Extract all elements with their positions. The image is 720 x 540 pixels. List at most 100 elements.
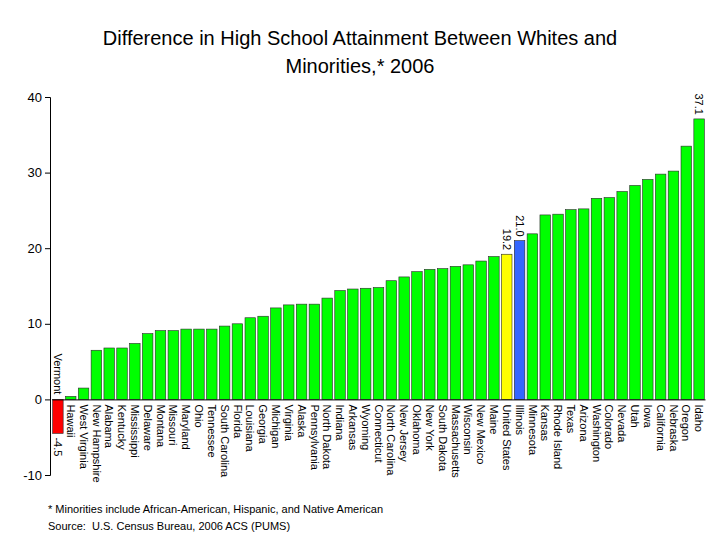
y-tick-label: -10	[23, 468, 42, 483]
x-tick-label: Hawaii	[65, 404, 77, 437]
data-label: -4.5	[52, 437, 64, 456]
x-tick: Illinois	[514, 404, 526, 435]
x-tick-label: Idaho	[693, 404, 705, 432]
x-tick-label: New Hampshire	[91, 404, 103, 482]
bar	[155, 331, 166, 400]
bar	[668, 171, 679, 399]
x-tick-label: Arkansas	[347, 404, 359, 450]
bar	[65, 396, 76, 399]
x-tick: United States	[501, 404, 513, 471]
x-tick-label: Alabama	[103, 404, 115, 448]
x-tick: Alaska	[296, 404, 308, 438]
bar	[425, 269, 436, 399]
x-tick: Wisconsin	[462, 404, 474, 454]
x-tick-label: Delaware	[142, 404, 154, 450]
bar	[245, 318, 256, 400]
x-tick-label: Louisiana	[244, 404, 256, 452]
x-axis: VermontHawaiiWest VirginiaNew HampshireA…	[52, 353, 705, 482]
background	[0, 0, 720, 540]
x-tick: Florida	[232, 404, 244, 439]
x-tick-label: Wyoming	[360, 404, 372, 450]
x-tick-label: Missouri	[167, 404, 179, 445]
x-tick-label: West Virginia	[78, 404, 90, 469]
bar	[463, 265, 474, 400]
y-tick-label: 30	[28, 165, 42, 180]
bar	[578, 209, 589, 400]
footnote: * Minorities include African-American, H…	[48, 503, 383, 515]
y-tick-mark	[45, 399, 50, 400]
x-tick-label: Illinois	[514, 404, 526, 435]
x-tick-label: Oklahoma	[411, 404, 423, 455]
bar	[399, 277, 410, 399]
x-tick-label: Minnesota	[527, 404, 539, 456]
data-label: 21.0	[514, 215, 526, 236]
x-tick-label: California	[655, 404, 667, 451]
x-tick: New York	[424, 404, 436, 451]
x-tick: Rhode Island	[552, 404, 564, 469]
source: Source: U.S. Census Bureau, 2006 ACS (PU…	[48, 520, 290, 532]
x-tick: Texas	[565, 404, 577, 433]
x-tick: Louisiana	[244, 404, 256, 452]
y-tick: 30	[28, 165, 50, 180]
x-tick-label: Indiana	[334, 404, 346, 441]
bar	[501, 254, 512, 399]
x-tick-label: Virginia	[283, 404, 295, 441]
y-tick-label: 0	[35, 392, 42, 407]
bar	[643, 179, 654, 399]
x-tick: Georgia	[257, 404, 269, 444]
bar	[553, 214, 564, 399]
bar	[348, 289, 359, 399]
y-tick: 40	[28, 90, 50, 105]
bar	[604, 198, 615, 400]
x-tick-label: North Carolina	[385, 404, 397, 476]
x-tick: Nebraska	[668, 404, 680, 452]
x-tick: Utah	[629, 404, 641, 427]
bar	[194, 329, 205, 399]
x-tick-label: Kentucky	[116, 404, 128, 450]
x-tick: Connecticut	[373, 404, 385, 462]
x-tick: Michigan	[270, 404, 282, 448]
bar	[309, 304, 320, 399]
bar	[181, 329, 192, 399]
bar	[437, 269, 448, 400]
x-tick: Idaho	[693, 404, 705, 432]
x-tick: South Dakota	[437, 404, 449, 472]
x-tick-label: Arizona	[578, 404, 590, 442]
bar	[655, 174, 666, 399]
x-tick: Oregon	[680, 404, 692, 441]
x-tick: Missouri	[167, 404, 179, 445]
x-tick: Virginia	[283, 404, 295, 441]
y-tick-mark	[45, 475, 50, 476]
bar	[168, 331, 179, 400]
x-tick-label: Colorado	[603, 404, 615, 449]
x-tick-label: Mississippi	[129, 404, 141, 457]
x-tick-label: Pennsylvania	[309, 404, 321, 470]
y-tick-mark	[45, 97, 50, 98]
y-tick-label: 10	[28, 316, 42, 331]
x-tick-label: New Jersey	[398, 404, 410, 462]
x-tick-label: Texas	[565, 404, 577, 433]
y-tick-label: 20	[28, 241, 42, 256]
x-tick: Maryland	[180, 404, 192, 449]
bar	[335, 291, 346, 400]
data-labels: -4.519.221.037.1	[52, 94, 705, 457]
bar	[514, 241, 525, 400]
y-axis: -10 0 10 20 30 40	[23, 90, 50, 483]
x-tick: Iowa	[642, 404, 654, 428]
x-tick-label: Tennessee	[206, 404, 218, 457]
y-tick-mark	[45, 173, 50, 174]
bar	[142, 334, 153, 400]
bar	[360, 288, 371, 399]
x-tick: Mississippi	[129, 404, 141, 457]
bar	[91, 350, 102, 399]
bar	[117, 348, 128, 399]
x-tick: Minnesota	[527, 404, 539, 456]
bar	[412, 272, 423, 400]
x-tick-label: Maine	[488, 404, 500, 434]
y-tick: -10	[23, 468, 50, 483]
x-tick: Indiana	[334, 404, 346, 441]
x-tick-label: Nevada	[616, 404, 628, 443]
x-tick-label: Wisconsin	[462, 404, 474, 454]
x-tick-label: Iowa	[642, 404, 654, 428]
x-tick: Montana	[155, 404, 167, 448]
